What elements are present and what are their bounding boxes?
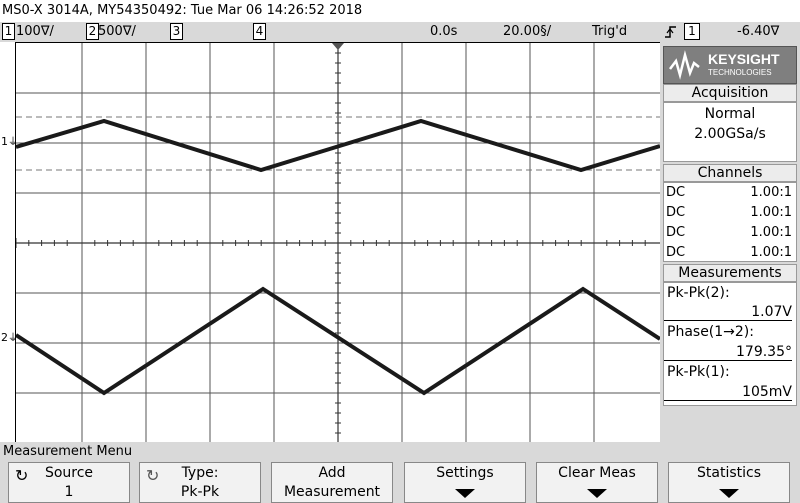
measurement-value: 105mV bbox=[664, 384, 792, 401]
channel-coupling: DC bbox=[666, 185, 686, 200]
channel-2-trace bbox=[14, 286, 662, 396]
waveform-display[interactable] bbox=[14, 42, 662, 444]
softkey-menu-bar bbox=[0, 442, 800, 503]
channel-probe-ratio: 1.00:1 bbox=[750, 225, 792, 240]
channel-1-scale[interactable]: 1 100∇/ bbox=[2, 22, 54, 42]
waveform-graticule bbox=[14, 43, 662, 443]
channel-2-ground-marker[interactable]: 2⏚ bbox=[1, 331, 18, 345]
trigger-position-marker bbox=[332, 43, 344, 50]
type-softkey[interactable]: ↻ Type: Pk-Pk bbox=[139, 462, 261, 503]
channel-1-ground-marker[interactable]: 1⏚ bbox=[1, 135, 18, 149]
marker-gutter bbox=[0, 42, 15, 442]
menu-title: Measurement Menu bbox=[3, 444, 133, 459]
submenu-arrow-icon bbox=[587, 489, 607, 498]
graticule-ticks bbox=[15, 52, 646, 434]
acquisition-header[interactable]: Acquisition bbox=[663, 84, 797, 102]
rising-edge-icon bbox=[664, 22, 678, 49]
measurements-header[interactable]: Measurements bbox=[663, 264, 797, 282]
trigger-level: -6.40∇ bbox=[737, 24, 780, 39]
add-measurement-softkey[interactable]: Add Measurement bbox=[271, 462, 393, 503]
measurement-label: Phase(1→2): bbox=[667, 324, 754, 340]
channels-panel: DC 1.00:1 DC 1.00:1 DC 1.00:1 DC 1.00:1 bbox=[663, 182, 797, 262]
channel-probe-ratio: 1.00:1 bbox=[750, 245, 792, 260]
channel-1-scale-value: 100∇/ bbox=[16, 24, 54, 39]
channels-header[interactable]: Channels bbox=[663, 164, 797, 182]
channel-2-number: 2 bbox=[86, 23, 99, 40]
channel-2-scale[interactable]: 2 500∇/ bbox=[86, 22, 136, 42]
measurement-cursors bbox=[16, 116, 660, 171]
channel-4-number: 4 bbox=[253, 23, 266, 40]
clear-meas-softkey[interactable]: Clear Meas bbox=[536, 462, 658, 503]
channel-row: DC 1.00:1 bbox=[664, 183, 796, 203]
channel-1-trace bbox=[15, 118, 661, 173]
submenu-arrow-icon bbox=[719, 489, 739, 498]
measurement-label: Pk-Pk(2): bbox=[667, 285, 730, 301]
softkey-label: Type: bbox=[181, 465, 219, 481]
keysight-logo: KEYSIGHT TECHNOLOGIES bbox=[663, 46, 797, 84]
source-softkey[interactable]: ↻ Source 1 bbox=[8, 462, 130, 503]
measurement-label: Pk-Pk(1): bbox=[667, 364, 730, 380]
channel-row: DC 1.00:1 bbox=[664, 243, 796, 263]
channel-2-scale-value: 500∇/ bbox=[98, 24, 136, 39]
softkey-label: Add bbox=[318, 465, 346, 481]
measurement-value: 179.35° bbox=[664, 344, 792, 361]
channel-coupling: DC bbox=[666, 225, 686, 240]
channel-probe-ratio: 1.00:1 bbox=[750, 205, 792, 220]
acquisition-panel: Normal 2.00GSa/s bbox=[663, 102, 797, 162]
softkey-value: 1 bbox=[64, 484, 74, 500]
channel-3-number: 3 bbox=[170, 23, 183, 40]
trigger-source-number: 1 bbox=[684, 23, 700, 40]
channel-1-number: 1 bbox=[2, 23, 15, 40]
logo-brand: KEYSIGHT bbox=[708, 51, 780, 67]
softkey-label: Clear Meas bbox=[558, 465, 636, 481]
softkey-label: Source bbox=[44, 465, 94, 481]
logo-subtitle: TECHNOLOGIES bbox=[708, 68, 772, 77]
measurements-panel: Pk-Pk(2): 1.07V Phase(1→2): 179.35° Pk-P… bbox=[663, 282, 797, 406]
channel-row: DC 1.00:1 bbox=[664, 203, 796, 223]
time-delay: 0.0s bbox=[430, 24, 458, 39]
submenu-arrow-icon bbox=[455, 489, 475, 498]
statistics-softkey[interactable]: Statistics bbox=[668, 462, 790, 503]
softkey-value: Pk-Pk bbox=[180, 484, 220, 500]
status-bar: 1 100∇/ 2 500∇/ 3 4 0.0s 20.00§/ Trig'd … bbox=[0, 22, 800, 42]
window-title: MS0-X 3014A, MY54350492: Tue Mar 06 14:2… bbox=[2, 3, 363, 18]
channel-row: DC 1.00:1 bbox=[664, 223, 796, 243]
time-scale: 20.00§/ bbox=[503, 24, 552, 39]
softkey-label: Statistics bbox=[697, 465, 761, 481]
channel-coupling: DC bbox=[666, 245, 686, 260]
entry-knob-icon: ↻ bbox=[15, 466, 29, 485]
channel-probe-ratio: 1.00:1 bbox=[750, 185, 792, 200]
settings-softkey[interactable]: Settings bbox=[404, 462, 526, 503]
softkey-label: Settings bbox=[436, 465, 494, 481]
channel-coupling: DC bbox=[666, 205, 686, 220]
acquisition-mode: Normal bbox=[704, 106, 756, 122]
acquisition-state: Trig'd bbox=[592, 24, 628, 39]
softkey-value: Measurement bbox=[283, 484, 381, 500]
sample-rate: 2.00GSa/s bbox=[694, 126, 766, 142]
measurement-value: 1.07V bbox=[664, 304, 792, 321]
graticule-center-axes bbox=[16, 43, 660, 443]
entry-knob-icon: ↻ bbox=[146, 466, 160, 485]
